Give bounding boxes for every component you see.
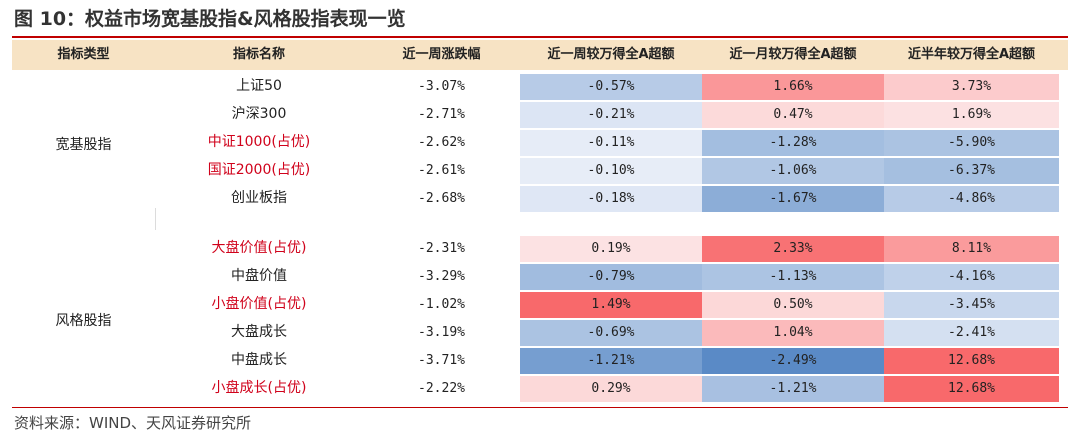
value-cell-half_year_excess: 12.68% (884, 348, 1059, 374)
value-cell-half_year_excess: 1.69% (884, 102, 1059, 128)
column-header-1: 指标名称 (232, 47, 285, 62)
value-cell-week_excess: -0.21% (520, 102, 702, 128)
value-cell-week_excess: -0.11% (520, 130, 702, 156)
column-header-4: 近一月较万得全A超额 (729, 47, 857, 62)
value-cell-week: -3.19% (418, 325, 465, 340)
table-header (12, 40, 1068, 70)
value-cell-month_excess: 1.04% (702, 320, 884, 346)
value-cell-week: -3.29% (418, 269, 465, 284)
source-note: 资料来源：WIND、天风证券研究所 (14, 414, 252, 432)
row-name: 小盘价值(占优) (211, 296, 307, 312)
column-header-5: 近半年较万得全A超额 (907, 47, 1036, 62)
row-name: 大盘价值(占优) (211, 240, 307, 256)
value-cell-week: -2.22% (418, 381, 465, 396)
value-cell-week: -2.61% (418, 163, 465, 178)
value-cell-half_year_excess: -4.16% (884, 264, 1059, 290)
row-name: 中盘价值 (231, 268, 287, 284)
value-cell-half_year_excess: -4.86% (884, 186, 1059, 212)
row-name: 国证2000(占优) (207, 162, 311, 178)
value-cell-month_excess: 2.33% (702, 236, 884, 262)
value-cell-week: -2.68% (418, 191, 465, 206)
row-name: 大盘成长 (231, 324, 287, 340)
value-cell-week_excess: -1.21% (520, 348, 702, 374)
value-cell-week: -2.71% (418, 107, 465, 122)
value-cell-week_excess: -0.79% (520, 264, 702, 290)
value-cell-week: -1.02% (418, 297, 465, 312)
value-cell-half_year_excess: -5.90% (884, 130, 1059, 156)
row-name: 创业板指 (231, 190, 287, 206)
value-cell-half_year_excess: 8.11% (884, 236, 1059, 262)
value-cell-week_excess: 1.49% (520, 292, 702, 318)
title-rule (12, 36, 1068, 38)
row-name: 小盘成长(占优) (211, 380, 307, 396)
value-cell-week_excess: -0.10% (520, 158, 702, 184)
value-cell-week_excess: -0.69% (520, 320, 702, 346)
value-cell-month_excess: 0.50% (702, 292, 884, 318)
group-separator (155, 208, 156, 230)
value-cell-month_excess: -1.21% (702, 376, 884, 402)
row-name: 中盘成长 (231, 352, 287, 368)
value-cell-week: -2.31% (418, 241, 465, 256)
value-cell-half_year_excess: -2.41% (884, 320, 1059, 346)
figure-title: 图 10：权益市场宽基股指&风格股指表现一览 (14, 8, 406, 30)
value-cell-month_excess: -1.13% (702, 264, 884, 290)
value-cell-month_excess: -1.06% (702, 158, 884, 184)
value-cell-week: -2.62% (418, 135, 465, 150)
value-cell-half_year_excess: -3.45% (884, 292, 1059, 318)
value-cell-week_excess: -0.18% (520, 186, 702, 212)
column-header-3: 近一周较万得全A超额 (547, 47, 675, 62)
value-cell-half_year_excess: 12.68% (884, 376, 1059, 402)
value-cell-week_excess: 0.29% (520, 376, 702, 402)
group-type-label: 风格股指 (55, 313, 112, 329)
value-cell-week_excess: 0.19% (520, 236, 702, 262)
value-cell-week: -3.07% (418, 79, 465, 94)
value-cell-half_year_excess: -6.37% (884, 158, 1059, 184)
value-cell-half_year_excess: 3.73% (884, 74, 1059, 100)
value-cell-month_excess: 0.47% (702, 102, 884, 128)
value-cell-week_excess: -0.57% (520, 74, 702, 100)
value-cell-week: -3.71% (418, 353, 465, 368)
row-name: 沪深300 (231, 106, 287, 122)
bottom-rule (12, 407, 1068, 408)
row-name: 中证1000(占优) (207, 134, 311, 150)
value-cell-month_excess: 1.66% (702, 74, 884, 100)
value-cell-month_excess: -1.28% (702, 130, 884, 156)
value-cell-month_excess: -2.49% (702, 348, 884, 374)
group-type-label: 宽基股指 (55, 137, 112, 153)
row-name: 上证50 (236, 78, 282, 94)
column-header-0: 指标类型 (57, 47, 110, 62)
value-cell-month_excess: -1.67% (702, 186, 884, 212)
column-header-2: 近一周涨跌幅 (402, 47, 481, 62)
